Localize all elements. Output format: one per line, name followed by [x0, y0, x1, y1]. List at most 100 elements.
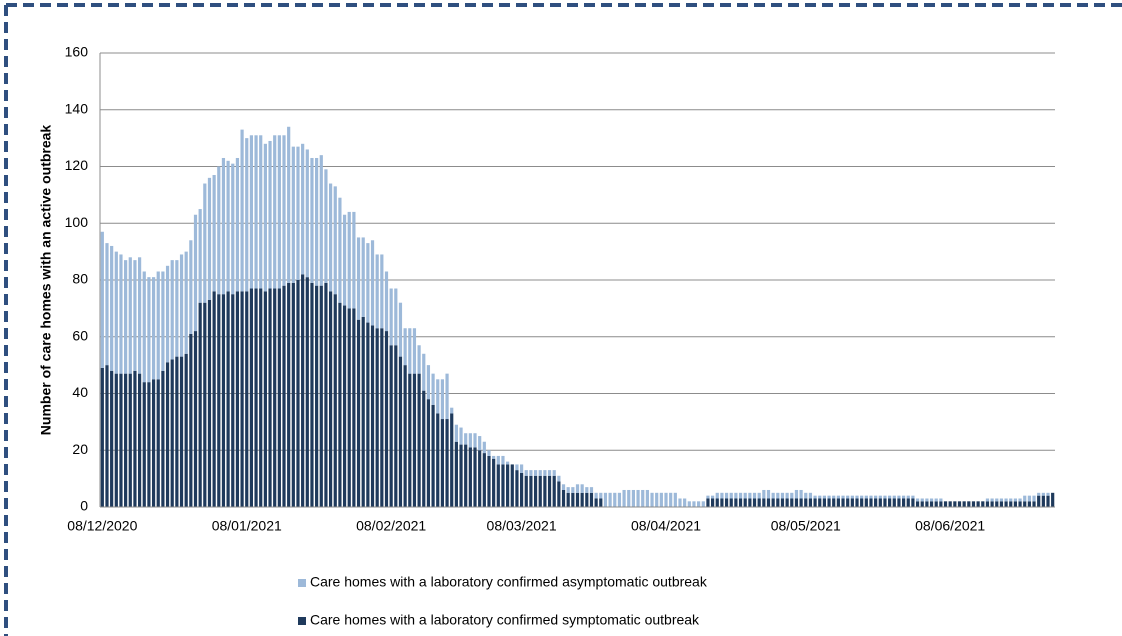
y-axis-label: Number of care homes with an active outb…: [38, 125, 54, 436]
bar-segment: [408, 328, 412, 374]
bar-segment: [124, 260, 128, 374]
bar-segment: [408, 373, 412, 507]
bar-segment: [245, 138, 249, 292]
bar-segment: [724, 498, 729, 507]
bar-segment: [347, 308, 351, 507]
bar-segment: [287, 126, 291, 283]
bar-segment: [874, 495, 878, 499]
bar-segment: [319, 155, 323, 286]
bar-segment: [599, 498, 603, 507]
bar-segment: [575, 484, 580, 493]
bar-segment: [380, 328, 384, 507]
bar-segment: [249, 288, 254, 507]
bar-segment: [841, 495, 845, 499]
bar-segment: [715, 498, 719, 507]
bar-segment: [734, 492, 738, 499]
bar-segment: [561, 489, 566, 507]
bar-segment: [743, 492, 747, 499]
bar-segment: [254, 288, 258, 507]
bar-segment: [492, 458, 496, 507]
bar-segment: [151, 379, 156, 507]
bar-segment: [394, 345, 398, 507]
bar-segment: [585, 492, 589, 507]
bar-segment: [431, 404, 435, 507]
bar-segment: [561, 484, 566, 490]
bar-segment: [724, 492, 729, 499]
bar-segment: [799, 489, 803, 499]
bar-segment: [752, 492, 757, 499]
bar-segment: [287, 282, 291, 507]
bar-segment: [920, 498, 924, 502]
bar-segment: [883, 498, 887, 507]
bar-segment: [869, 498, 873, 507]
bar-segment: [776, 492, 780, 499]
bar-segment: [766, 498, 771, 507]
bar-segment: [445, 419, 449, 507]
bar-segment: [1023, 495, 1027, 502]
bar-segment: [193, 331, 198, 507]
bar-segment: [650, 492, 654, 507]
bar-segment: [310, 157, 314, 283]
bar-segment: [813, 495, 817, 499]
bar-segment: [445, 373, 449, 420]
bar-segment: [273, 288, 277, 507]
x-tick-label: 08/01/2021: [212, 518, 282, 534]
bar-segment: [589, 492, 594, 507]
bar-segment: [892, 498, 896, 507]
bar-segment: [603, 492, 608, 507]
bar-segment: [571, 492, 575, 507]
bar-segment: [352, 211, 356, 309]
bar-segment: [384, 331, 389, 507]
bar-segment: [506, 464, 510, 507]
bar-segment: [804, 492, 808, 499]
bar-segment: [506, 461, 510, 465]
bar-segment: [538, 475, 542, 507]
bar-segment: [189, 240, 193, 334]
bar-segment: [869, 495, 873, 499]
bar-segment: [156, 379, 160, 507]
bar-segment: [124, 373, 128, 507]
y-tick-label: 20: [72, 441, 88, 457]
bar-segment: [939, 498, 943, 502]
bar-segment: [995, 498, 999, 502]
bar-segment: [748, 492, 752, 499]
bar-segment: [235, 291, 240, 507]
bar-segment: [240, 291, 244, 507]
bar-segment: [338, 302, 342, 507]
bar-segment: [701, 501, 705, 507]
bar-segment: [1009, 498, 1013, 502]
bar-segment: [212, 175, 216, 292]
bar-segment: [133, 370, 137, 507]
bar-segment: [580, 484, 584, 493]
bar-segment: [766, 489, 771, 499]
bar-segment: [832, 495, 836, 499]
bar-segment: [627, 489, 631, 507]
bar-segment: [720, 492, 724, 499]
bar-segment: [422, 353, 426, 391]
bar-segment: [519, 472, 524, 507]
bar-segment: [785, 492, 789, 499]
bar-segment: [771, 492, 775, 499]
bar-segment: [366, 322, 370, 507]
bar-segment: [403, 365, 407, 507]
bar-segment: [454, 424, 458, 442]
bar-segment: [850, 498, 854, 507]
bar-segment: [934, 501, 938, 507]
bar-segment: [641, 489, 645, 507]
bar-segment: [524, 470, 528, 476]
bar-segment: [1032, 495, 1036, 502]
bar-segment: [734, 498, 738, 507]
bar-segment: [836, 498, 840, 507]
bar-segment: [729, 492, 733, 499]
bar-segment: [501, 464, 505, 507]
bar-segment: [296, 146, 300, 280]
bar-segment: [468, 447, 472, 507]
bar-segment: [901, 495, 906, 499]
x-tick-label: 08/02/2021: [356, 518, 426, 534]
bar-segment: [827, 495, 831, 499]
bar-segment: [454, 441, 458, 507]
bar-segment: [1009, 501, 1013, 507]
bar-segment: [543, 470, 547, 476]
bar-segment: [710, 498, 715, 507]
bar-segment: [184, 353, 188, 507]
